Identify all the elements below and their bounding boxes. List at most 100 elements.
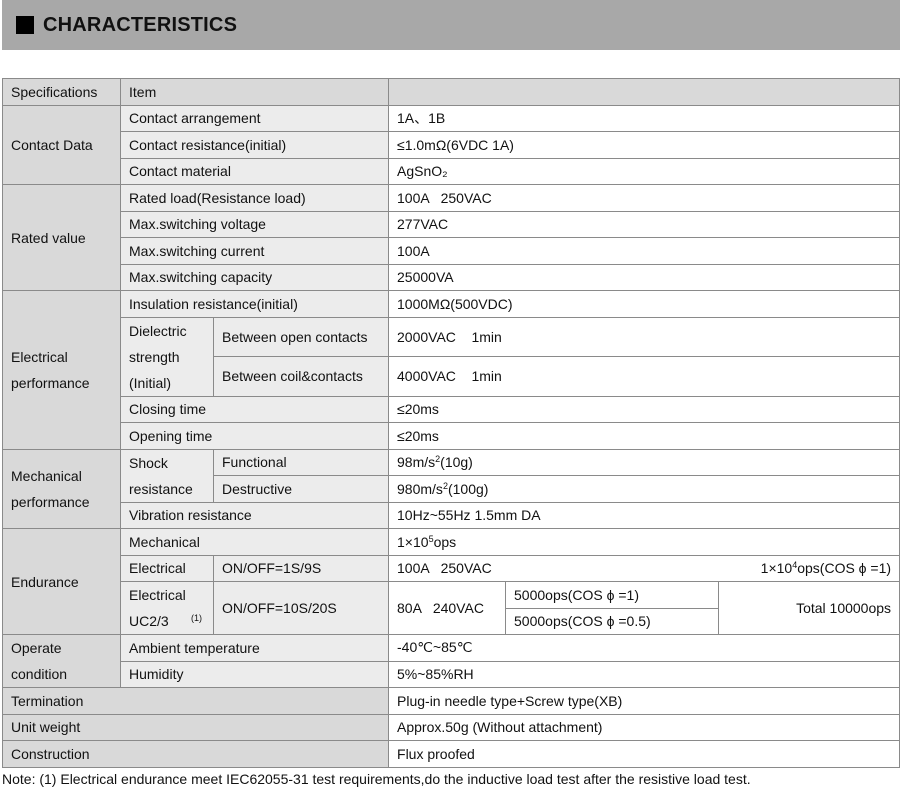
table-row: Electrical UC2/3 (1) ON/OFF=10S/20S 80A 2…	[3, 581, 900, 635]
section-title: CHARACTERISTICS	[43, 13, 238, 36]
table-row: Closing time ≤20ms	[3, 395, 900, 423]
table-row: Max.switching voltage 277VAC	[3, 210, 900, 238]
section-header: CHARACTERISTICS	[2, 0, 900, 50]
item-sublabel: Between coil&contacts	[212, 356, 390, 397]
item-sublabel: Destructive	[212, 475, 390, 503]
characteristics-table: Specifications Item Contact Data Contact…	[1, 78, 900, 768]
item-label: Humidity	[119, 660, 390, 688]
value-text: 100A 250VAC	[397, 560, 492, 577]
item-label: Max.switching capacity	[119, 263, 390, 291]
header-spec: Specifications	[2, 78, 121, 106]
item-value: AgSnO₂	[388, 157, 900, 185]
item-label: Opening time	[119, 422, 390, 450]
group-label: Endurance	[2, 528, 121, 635]
item-label: Unit weight	[1, 713, 390, 741]
table-row: Unit weight Approx.50g (Without attachme…	[1, 713, 900, 741]
item-value: ≤20ms	[388, 422, 900, 450]
item-label-text: Shock resistance	[129, 454, 193, 497]
item-value: 1A、1B	[388, 104, 900, 132]
table-row: Endurance Mechanical 1×105ops	[2, 528, 900, 635]
item-value: 98m/s2(10g)	[388, 448, 900, 476]
value-text-right: 1×104ops(COS ϕ =1)	[761, 560, 891, 576]
group-label: Operate condition	[2, 634, 121, 688]
item-value: 5%~85%RH	[388, 660, 900, 688]
superscript: 2	[442, 480, 448, 491]
item-value: Plug-in needle type+Screw type(XB)	[388, 687, 900, 715]
table-row: 5000ops(COS ϕ =0.5)	[3, 607, 900, 635]
item-value: 1000MΩ(500VDC)	[388, 290, 900, 318]
superscript: 5	[428, 533, 434, 544]
group-label-text: Operate condition	[11, 640, 68, 682]
item-value: Total 10000ops	[718, 581, 900, 635]
value-text: ops(COS ϕ =1)	[797, 560, 892, 577]
group-label: Contact Data	[2, 104, 121, 185]
item-label: Ambient temperature	[119, 634, 390, 662]
superscript: 2	[435, 454, 441, 465]
item-label: Insulation resistance(initial)	[119, 290, 390, 318]
item-value: Flux proofed	[388, 740, 900, 768]
item-sublabel: Functional	[212, 448, 390, 476]
item-value: 5000ops(COS ϕ =1)	[505, 581, 720, 609]
group-label: Mechanical performance	[2, 448, 121, 529]
header-item: Item	[119, 78, 390, 106]
item-value: 100A 250VAC	[388, 184, 900, 212]
table-row: Electrical performance Insulation resist…	[2, 290, 900, 450]
square-bullet-icon	[16, 16, 34, 34]
item-label-text: Dielectric strength (Initial)	[129, 322, 187, 391]
table-row: Construction Flux proofed	[1, 740, 900, 768]
table-header-row: Specifications Item	[2, 78, 900, 106]
item-label: Contact resistance(initial)	[119, 131, 390, 159]
table-row: Contact material AgSnO₂	[3, 157, 900, 185]
superscript: 4	[792, 560, 798, 571]
table-row: Destructive 980m/s2(100g)	[3, 475, 900, 503]
item-sublabel: ON/OFF=10S/20S	[212, 581, 390, 635]
item-sublabel: Between open contacts	[212, 316, 390, 357]
table-row: Rated value Rated load(Resistance load) …	[2, 184, 900, 291]
group-label: Rated value	[2, 184, 121, 291]
value-text: (10g)	[440, 454, 473, 471]
item-value: 100A 250VAC 1×104ops(COS ϕ =1)	[388, 554, 900, 582]
group-label-text: Electrical performance	[11, 348, 90, 391]
item-value: 100A	[388, 237, 900, 265]
item-value: ≤20ms	[388, 395, 900, 423]
table-row: Vibration resistance 10Hz~55Hz 1.5mm DA	[3, 501, 900, 529]
table-row: Max.switching capacity 25000VA	[3, 263, 900, 291]
item-label: Contact material	[119, 157, 390, 185]
item-label-text: Electrical UC2/3	[129, 587, 186, 629]
item-label: Electrical UC2/3 (1)	[120, 581, 214, 635]
item-label: Vibration resistance	[119, 501, 390, 529]
table-row: Contact Data Contact arrangement 1A、1B	[2, 104, 900, 185]
item-value: 4000VAC 1min	[388, 356, 900, 397]
item-value: 980m/s2(100g)	[388, 475, 900, 503]
value-text: (100g)	[447, 480, 489, 497]
item-label: Construction	[1, 740, 390, 768]
table-row: Max.switching current 100A	[3, 237, 900, 265]
item-label: Termination	[1, 687, 390, 715]
item-value: -40℃~85℃	[388, 634, 900, 662]
item-value: 5000ops(COS ϕ =0.5)	[505, 607, 720, 635]
group-label-text: Mechanical performance	[11, 467, 90, 510]
item-value: 1×105ops	[388, 528, 900, 556]
item-value: 10Hz~55Hz 1.5mm DA	[388, 501, 900, 529]
item-label: Shock resistance	[120, 448, 214, 503]
table-row: Dielectric strength (Initial) Between op…	[3, 316, 900, 397]
item-value: ≤1.0mΩ(6VDC 1A)	[388, 131, 900, 159]
item-label: Dielectric strength (Initial)	[120, 316, 214, 397]
table-row: Electrical ON/OFF=1S/9S 100A 250VAC 1×104…	[3, 554, 900, 582]
item-value: Approx.50g (Without attachment)	[388, 713, 900, 741]
item-value: 277VAC	[388, 210, 900, 238]
group-label: Electrical performance	[2, 290, 121, 450]
item-label: Max.switching voltage	[119, 210, 390, 238]
table-row: Humidity 5%~85%RH	[3, 660, 900, 688]
value-text: 1×10	[760, 560, 793, 577]
table-row: Termination Plug-in needle type+Screw ty…	[1, 687, 900, 715]
item-label: Closing time	[119, 395, 390, 423]
item-label: Electrical	[120, 554, 214, 582]
item-value: 25000VA	[388, 263, 900, 291]
table-row: Mechanical performance Shock resistance …	[2, 448, 900, 529]
table-row: Contact resistance(initial) ≤1.0mΩ(6VDC …	[3, 131, 900, 159]
item-value: 80A 240VAC	[388, 581, 507, 635]
value-text: 1×10	[397, 533, 429, 550]
item-value: 2000VAC 1min	[388, 316, 900, 357]
value-text: ops	[433, 533, 457, 550]
